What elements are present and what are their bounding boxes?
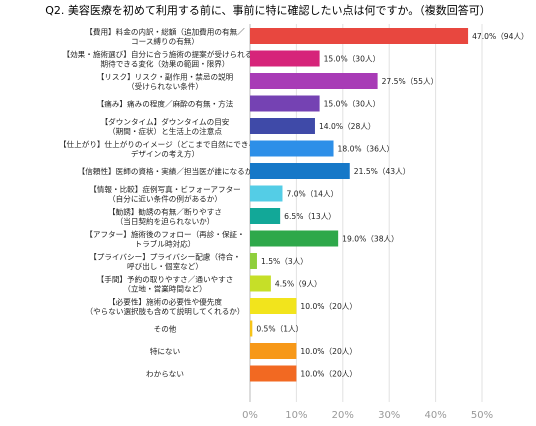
bar — [250, 73, 378, 89]
bar — [250, 163, 350, 179]
bar — [250, 343, 297, 359]
bar — [250, 275, 271, 292]
category-label: 【勧誘】勧誘の有無／断りやすさ（当日契約を迫られないか） — [108, 206, 222, 226]
x-tick-label: 0% — [242, 410, 258, 421]
value-label: 14.0%（28人） — [319, 122, 376, 131]
category-labels: 【費用】料金の内訳・総額（追加費用の有無／コース縛りの有無） 【効果・施術選び】自… — [59, 26, 271, 378]
value-label: 19.0%（38人） — [342, 235, 399, 244]
category-label: 【プライバシー】プライバシー配慮（待合・呼び出し・個室など） — [89, 251, 241, 271]
category-label: 【費用】料金の内訳・総額（追加費用の有無／コース縛りの有無） — [85, 26, 245, 46]
x-tick-label: 50% — [471, 410, 493, 421]
bar — [250, 118, 315, 134]
x-tick-label: 20% — [332, 410, 354, 421]
value-label: 27.5%（55人） — [382, 77, 439, 86]
value-label: 15.0%（30人） — [324, 55, 381, 64]
value-label: 47.0%（94人） — [472, 32, 529, 41]
category-label: 【ダウンタイム】ダウンタイムの目安（期間・症状）と生活上の注意点 — [101, 116, 230, 136]
bar — [250, 230, 339, 247]
value-label: 0.5%（1人） — [256, 325, 303, 334]
value-label: 21.5%（43人） — [354, 167, 411, 176]
category-label: 【情報・比較】症例写真・ビフォーアフター（自分に近い条件の例があるか） — [89, 184, 241, 204]
x-tick-label: 30% — [378, 410, 400, 421]
bar — [250, 140, 334, 157]
value-label: 15.0%（30人） — [324, 100, 381, 109]
value-label: 7.0%（14人） — [286, 190, 338, 199]
value-label: 10.0%（20人） — [300, 302, 357, 311]
category-label: 特にない — [150, 346, 180, 356]
category-label: 【信頼性】医師の資格・実績／担当医が誰になるか — [78, 166, 253, 176]
value-label: 10.0%（20人） — [300, 347, 357, 356]
category-label: 【効果・施術選び】自分に合う施術の提案が受けられるか／期待できる変化（効果の範囲… — [62, 49, 267, 69]
bar — [250, 320, 253, 337]
bar — [250, 95, 320, 112]
category-label: 【痛み】痛みの程度／麻酔の有無・方法 — [97, 99, 234, 109]
category-label: 【リスク】リスク・副作用・禁忌の説明（受けられない条件） — [97, 71, 234, 91]
category-label: 【アフター】施術後のフォロー（再診・保証・トラブル時対応） — [85, 229, 244, 249]
value-label: 4.5%（9人） — [275, 280, 322, 289]
bar — [250, 253, 257, 269]
category-label: 【必要性】施術の必要性や優先度（やらない選択肢も含めて説明してくれるか） — [85, 296, 244, 316]
x-axis-ticks: 0% 10% 20% 30% 40% 50% — [242, 410, 493, 421]
value-label: 10.0%（20人） — [300, 370, 357, 379]
bar — [250, 365, 297, 382]
category-label: 【仕上がり】仕上がりのイメージ（どこまで自然にできるか／デザインの考え方） — [59, 139, 271, 159]
category-label: その他 — [154, 324, 177, 334]
bars — [250, 28, 469, 382]
category-label: 【手間】予約の取りやすさ／通いやすさ（立地・営業時間など） — [97, 274, 234, 294]
bar — [250, 298, 297, 314]
category-label: わからない — [146, 370, 184, 379]
x-tick-label: 10% — [285, 410, 307, 421]
bar — [250, 208, 281, 224]
bar — [250, 185, 283, 202]
chart-title: Q2. 美容医療を初めて利用する前に、事前に特に確認したい点は何ですか。（複数回… — [45, 3, 491, 17]
value-label: 6.5%（13人） — [284, 212, 336, 221]
bar — [250, 28, 469, 44]
x-tick-label: 40% — [424, 410, 446, 421]
value-label: 18.0%（36人） — [338, 145, 395, 154]
value-labels: 47.0%（94人） 15.0%（30人） 27.5%（55人） 15.0%（30人）… — [256, 32, 528, 379]
bar — [250, 50, 320, 67]
value-label: 1.5%（3人） — [261, 257, 308, 266]
